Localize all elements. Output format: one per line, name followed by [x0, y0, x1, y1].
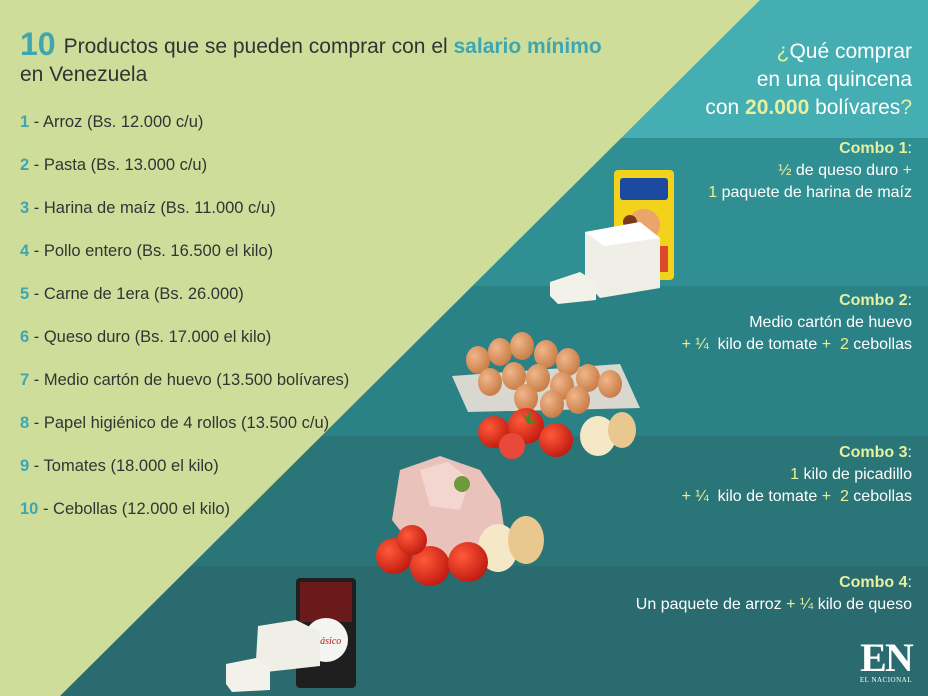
combo-text: + ¼ [681, 488, 709, 505]
list-item-number: 4 [20, 242, 30, 260]
list-item-number: 7 [20, 371, 30, 389]
combo-text: + [902, 162, 912, 179]
logo-mark: EN [860, 635, 914, 680]
question-line-1: Qué comprar [789, 40, 912, 63]
combo-heading: Combo 1: [708, 138, 912, 160]
rice-and-cheese-image: Clásico [226, 578, 356, 692]
list-item-text: - Tomates (18.000 el kilo) [29, 457, 219, 475]
combo-heading: Combo 2: [682, 290, 912, 312]
combo-text: kilo de tomate [708, 336, 822, 353]
list-item-number: 8 [20, 414, 30, 432]
list-item-text: - Papel higiénico de 4 rollos (13.500 c/… [29, 414, 330, 432]
combo-3: Combo 3: 1 kilo de picadillo + ¼ kilo de t… [682, 442, 912, 508]
combo-text: kilo de picadillo [799, 466, 912, 483]
combo-text: 1 [790, 466, 800, 483]
combo-text: kilo de tomate [708, 488, 822, 505]
question-line-3: con [705, 96, 746, 119]
combo-2: Combo 2: Medio cartón de huevo + ¼ kilo de… [682, 290, 912, 356]
el-nacional-logo: EN EL NACIONAL [859, 635, 914, 685]
question-heading: ¿Qué comprar en una quincena con 20.000 … [705, 38, 912, 122]
combo-heading: Combo 4: [636, 572, 912, 594]
combo-line: + ¼ kilo de tomate + 2 cebollas [682, 486, 912, 508]
list-item-text: - Pasta (Bs. 13.000 c/u) [29, 156, 208, 174]
question-open-mark: ¿ [776, 40, 790, 63]
combo-text: Un paquete de arroz [635, 596, 787, 613]
question-line-3-end: bolívares [809, 96, 901, 119]
list-item-text: - Cebollas (12.000 el kilo) [38, 500, 231, 518]
list-item-number: 2 [20, 156, 30, 174]
list-item-text: - Pollo entero (Bs. 16.500 el kilo) [29, 242, 274, 260]
combo-line: + ¼ kilo de tomate + 2 cebollas [682, 334, 912, 356]
list-item-text: - Harina de maíz (Bs. 11.000 c/u) [29, 199, 276, 217]
list-item: 9 - Tomates (18.000 el kilo) [20, 456, 349, 499]
combo-title: Combo 3 [839, 444, 908, 461]
combo-text: kilo de queso [813, 596, 912, 613]
combo-1: Combo 1: ½ de queso duro +1 paquete de ha… [708, 138, 912, 204]
combo-text: ½ [778, 162, 792, 179]
list-item-number: 9 [20, 457, 30, 475]
list-item-number: 10 [20, 500, 39, 518]
eggs-tomatoes-onions-image [452, 332, 640, 459]
combo-text: paquete de harina de maíz [717, 184, 912, 201]
list-item: 6 - Queso duro (Bs. 17.000 el kilo) [20, 327, 349, 370]
combo-text: Medio cartón de huevo [749, 314, 912, 331]
combo-title-colon: : [907, 140, 912, 157]
combo-line: Medio cartón de huevo [682, 312, 912, 334]
meat-tomatoes-onions-image [376, 456, 544, 586]
combo-text: + ¼ [681, 336, 709, 353]
title-highlight: salario mínimo [453, 35, 602, 58]
combo-title: Combo 2 [839, 292, 908, 309]
combo-title: Combo 4 [839, 574, 908, 591]
combo-text: + ¼ [786, 596, 814, 613]
combo-title-colon: : [907, 444, 912, 461]
product-list: 1 - Arroz (Bs. 12.000 c/u) 2 - Pasta (Bs.… [20, 112, 349, 542]
question-line-2: en una quincena [756, 68, 912, 91]
combo-line: Un paquete de arroz + ¼ kilo de queso [636, 594, 912, 616]
list-item: 8 - Papel higiénico de 4 rollos (13.500 … [20, 413, 349, 456]
question-amount: 20.000 [745, 96, 810, 119]
list-item-text: - Arroz (Bs. 12.000 c/u) [29, 113, 204, 131]
combo-text: + 2 [821, 488, 849, 505]
list-item: 2 - Pasta (Bs. 13.000 c/u) [20, 155, 349, 198]
list-item-text: - Carne de 1era (Bs. 26.000) [29, 285, 244, 303]
list-item-text: - Queso duro (Bs. 17.000 el kilo) [29, 328, 272, 346]
combo-text: 1 [708, 184, 718, 201]
list-item-number: 5 [20, 285, 30, 303]
list-item: 7 - Medio cartón de huevo (13.500 bolíva… [20, 370, 349, 413]
combo-text: cebollas [848, 336, 912, 353]
rice-brand-label: Clásico [311, 636, 342, 647]
cheese-and-flour-image [550, 170, 674, 304]
list-item-number: 1 [20, 113, 30, 131]
combo-title-colon: : [907, 292, 912, 309]
list-item-number: 3 [20, 199, 30, 217]
list-item: 3 - Harina de maíz (Bs. 11.000 c/u) [20, 198, 349, 241]
combo-line: 1 paquete de harina de maíz [708, 182, 912, 204]
title-text-end: en Venezuela [20, 63, 148, 86]
list-item: 1 - Arroz (Bs. 12.000 c/u) [20, 112, 349, 155]
question-close-mark: ? [900, 96, 912, 119]
combo-title: Combo 1 [839, 140, 908, 157]
combo-text: + 2 [821, 336, 849, 353]
list-item-number: 6 [20, 328, 30, 346]
page-title: 10 Productos que se pueden comprar con el… [20, 28, 670, 89]
list-item: 4 - Pollo entero (Bs. 16.500 el kilo) [20, 241, 349, 284]
combo-line: 1 kilo de picadillo [682, 464, 912, 486]
combo-text: cebollas [848, 488, 912, 505]
logo-name: EL NACIONAL [859, 676, 912, 684]
list-item: 5 - Carne de 1era (Bs. 26.000) [20, 284, 349, 327]
title-text: Productos que se pueden comprar con el [63, 35, 454, 58]
title-number: 10 [20, 26, 56, 62]
combo-4: Combo 4: Un paquete de arroz + ¼ kilo de … [636, 572, 912, 616]
combo-title-colon: : [907, 574, 912, 591]
combo-text: de queso duro [791, 162, 903, 179]
list-item-text: - Medio cartón de huevo (13.500 bolívare… [29, 371, 350, 389]
combo-line: ½ de queso duro + [708, 160, 912, 182]
list-item: 10 - Cebollas (12.000 el kilo) [20, 499, 349, 542]
combo-heading: Combo 3: [682, 442, 912, 464]
